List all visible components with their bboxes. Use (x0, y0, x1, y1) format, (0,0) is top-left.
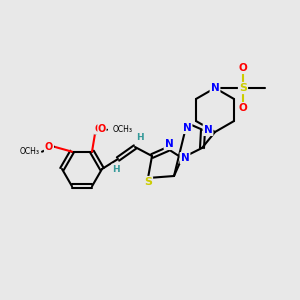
Text: S: S (144, 177, 152, 187)
Text: O: O (95, 124, 103, 134)
Text: OCH₃: OCH₃ (113, 125, 133, 134)
Text: N: N (181, 153, 189, 163)
Text: O: O (45, 142, 53, 152)
Text: O: O (98, 124, 106, 134)
Text: O: O (238, 63, 247, 73)
Text: S: S (239, 83, 247, 93)
Text: O: O (238, 103, 247, 113)
Text: OCH₃: OCH₃ (20, 147, 40, 156)
Text: N: N (165, 139, 173, 149)
Text: H: H (136, 134, 144, 142)
Text: H: H (112, 164, 120, 173)
Text: N: N (183, 123, 191, 133)
Text: N: N (204, 125, 212, 135)
Text: N: N (211, 83, 219, 93)
